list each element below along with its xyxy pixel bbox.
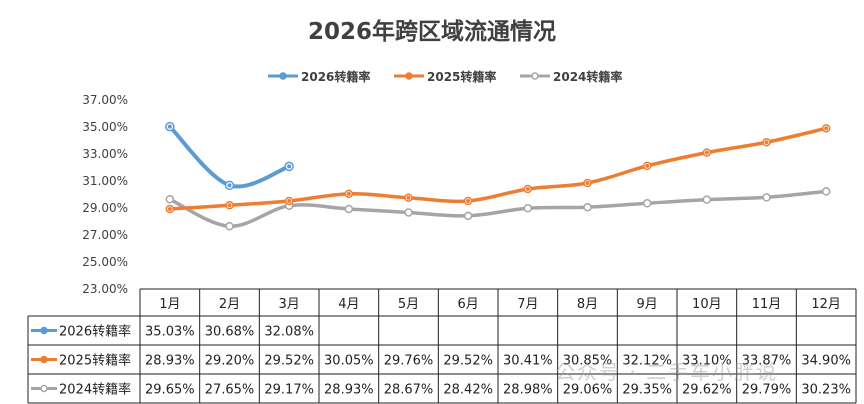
table-cell: 28.67% [384,383,434,398]
data-point-core [287,198,292,203]
y-tick-label: 25.00% [82,255,128,269]
table-cell: 30.41% [503,354,553,369]
legend-item: 2025转籍率 [394,69,496,84]
table-legend-marker [40,326,48,335]
watermark: 公众号 · 二手车小胖说 [555,360,779,384]
table-cell: 33.87% [742,354,792,369]
data-point-core [764,140,769,145]
x-tick-label: 4月 [338,297,359,312]
table-cell: 29.17% [264,383,314,398]
table-cell: 30.23% [801,383,851,398]
y-tick-label: 29.00% [82,201,128,215]
data-point [762,193,771,202]
data-point [463,211,473,221]
table-cell: 35.03% [145,325,195,340]
legend-item: 2024转籍率 [520,69,622,84]
table-cell: 29.06% [563,383,613,398]
table-series-label: 2025转籍率 [59,353,131,369]
table-cell: 28.98% [503,383,553,398]
table-cell: 29.76% [384,354,434,369]
y-tick-label: 31.00% [82,174,128,188]
data-point [344,204,354,214]
table-series-label: 2024转籍率 [59,382,131,398]
series-line-2026转籍率 [167,124,292,189]
data-point-core [704,150,709,155]
table-cell: 29.62% [682,383,732,398]
data-point-core [167,124,172,129]
table-cell: 29.65% [145,383,195,398]
x-tick-label: 12月 [811,297,841,312]
y-tick-label: 35.00% [82,120,128,134]
table-cell: 34.90% [801,354,851,369]
data-point-core [645,163,650,168]
x-tick-label: 1月 [159,297,180,312]
x-tick-label: 10月 [692,297,722,312]
data-point [821,187,831,196]
data-point-core [585,181,590,186]
table-cell: 28.93% [145,354,195,369]
data-point [404,208,413,217]
legend-marker [531,72,539,80]
data-point-core [824,126,829,131]
table-cell: 33.10% [682,354,732,369]
legend-marker [279,72,287,80]
data-point-core [346,191,351,196]
data-point-core [525,186,530,191]
y-tick-label: 27.00% [82,228,128,242]
data-point-core [167,206,172,211]
legend-marker [405,72,413,80]
y-tick-label: 23.00% [82,282,128,296]
table-legend-marker [40,355,48,364]
table-cell: 28.42% [443,383,493,398]
legend-label: 2025转籍率 [427,69,496,84]
data-point-core [287,164,292,169]
table-cell: 30.68% [205,325,255,340]
legend-label: 2024转籍率 [553,69,622,84]
y-tick-label: 37.00% [82,93,128,107]
table-legend-marker [40,384,48,393]
x-tick-label: 9月 [637,297,658,312]
y-tick-label: 33.00% [82,147,128,161]
legend-label: 2026转籍率 [301,69,370,84]
series-line-2025转籍率 [168,126,828,211]
data-point [642,199,652,208]
data-point-core [227,203,232,208]
x-tick-label: 11月 [752,297,782,312]
table-cell: 32.08% [264,325,314,340]
data-point [583,202,592,212]
table-cell: 30.85% [563,354,613,369]
data-point-core [466,198,471,203]
table-cell: 28.93% [324,383,374,398]
table-cell: 29.20% [205,354,255,369]
chart-title: 2026年跨区域流通情况 [307,19,556,45]
table-series-label: 2026转籍率 [59,324,131,340]
data-point-core [406,195,411,200]
x-tick-label: 6月 [458,297,479,312]
data-point [702,195,712,204]
legend-item: 2026转籍率 [268,69,370,84]
data-point-core [227,183,232,188]
x-tick-label: 2月 [219,297,240,312]
x-tick-label: 8月 [577,297,598,312]
table-cell: 29.35% [622,383,672,398]
table-cell: 29.79% [742,383,792,398]
table-cell: 27.65% [205,383,255,398]
table-cell: 30.05% [324,354,374,369]
x-tick-label: 3月 [279,297,300,312]
table-cell: 29.52% [264,354,314,369]
data-point [523,204,533,213]
table-cell: 29.52% [443,354,493,369]
data-point [165,194,175,204]
x-tick-label: 5月 [398,297,419,312]
table-cell: 32.12% [622,354,672,369]
data-point [225,221,234,231]
x-tick-label: 7月 [517,297,538,312]
